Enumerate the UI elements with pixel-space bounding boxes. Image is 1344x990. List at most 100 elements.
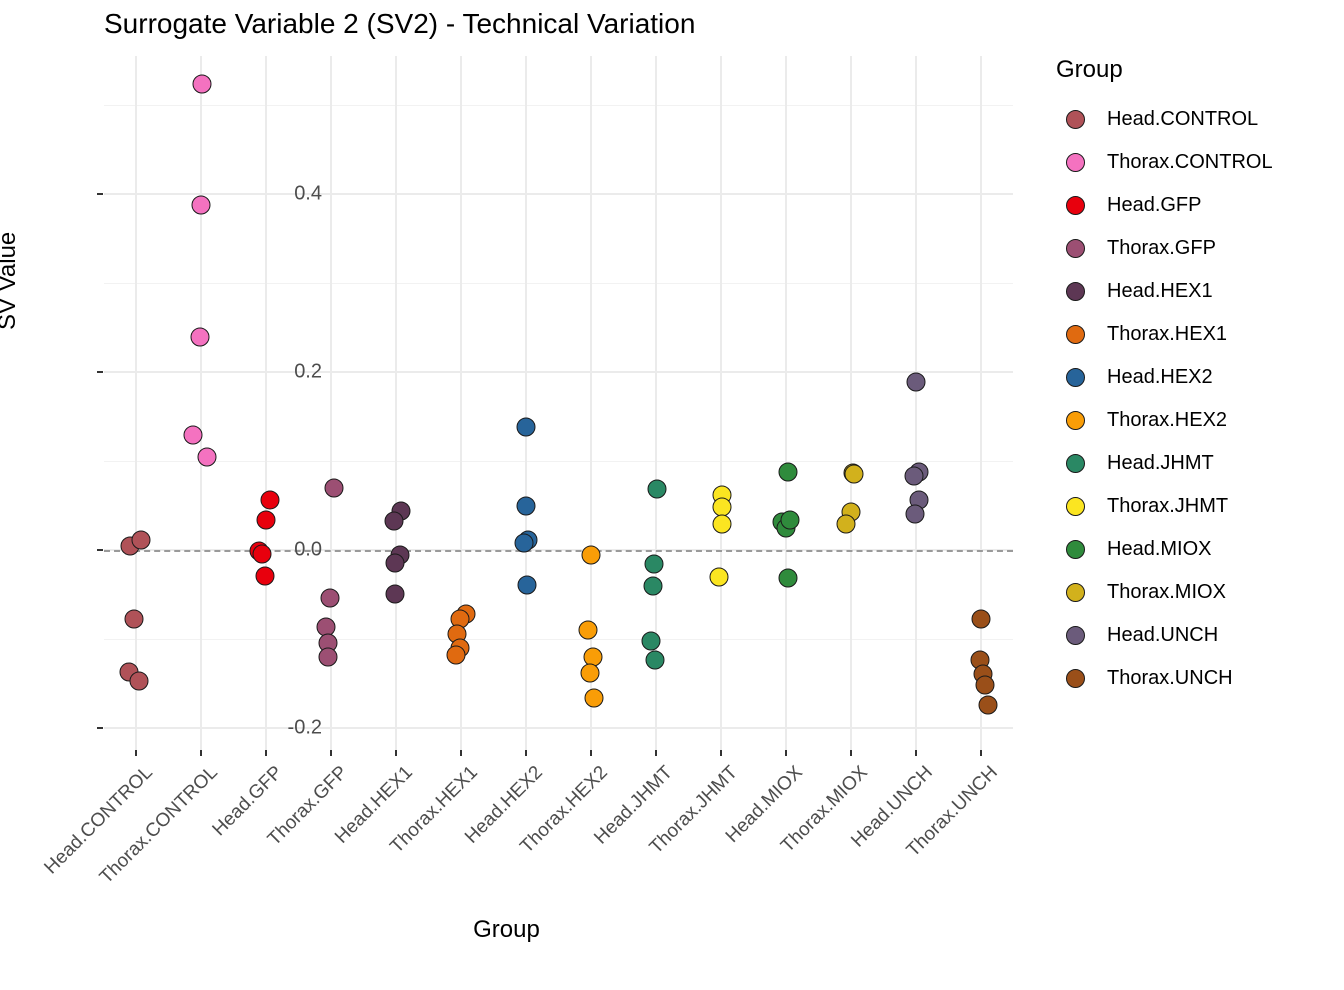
legend-item-label: Thorax.CONTROL (1107, 151, 1273, 173)
legend-key-icon (1066, 626, 1085, 645)
data-point (385, 553, 405, 573)
page-title: Surrogate Variable 2 (SV2) - Technical V… (104, 8, 696, 39)
data-point (844, 464, 864, 484)
y-tick-label: 0.0 (294, 538, 322, 561)
legend-key-icon (1066, 540, 1085, 559)
x-tick-mark (589, 750, 592, 756)
data-point (255, 566, 275, 586)
gridline-major-x (979, 56, 982, 750)
y-tick-mark (97, 726, 103, 729)
data-point (124, 609, 144, 629)
legend-item-label: Head.HEX2 (1107, 366, 1213, 388)
data-point (191, 195, 211, 215)
data-point (836, 514, 856, 534)
data-point (252, 544, 272, 564)
data-point (645, 650, 665, 670)
x-tick-mark (460, 750, 463, 756)
legend-item-label: Head.JHMT (1107, 452, 1214, 474)
x-tick-mark (135, 750, 138, 756)
data-point (446, 645, 466, 665)
legend-item-label: Thorax.GFP (1107, 237, 1216, 259)
data-point (384, 511, 404, 531)
legend-item-thorax-control[interactable]: Thorax.CONTROL (1050, 141, 1340, 184)
x-axis-label: Group (473, 916, 540, 943)
legend-key-icon (1066, 325, 1085, 344)
data-point (578, 620, 598, 640)
data-point (516, 417, 536, 437)
data-point (580, 663, 600, 683)
data-point (712, 514, 732, 534)
chart-root: Surrogate Variable 2 (SV2) - Technical V… (0, 8, 1340, 943)
x-tick-mark (200, 750, 203, 756)
x-tick-mark (719, 750, 722, 756)
x-tick-mark (265, 750, 268, 756)
legend-item-head-control[interactable]: Head.CONTROL (1050, 98, 1340, 141)
legend-key-icon (1066, 368, 1085, 387)
data-point (906, 372, 926, 392)
legend-key-icon (1066, 497, 1085, 516)
y-tick-label: 0.2 (294, 360, 322, 383)
data-point (256, 510, 276, 530)
data-point (644, 554, 664, 574)
legend-item-thorax-miox[interactable]: Thorax.MIOX (1050, 571, 1340, 614)
data-point (709, 567, 729, 587)
data-point (190, 327, 210, 347)
x-tick-mark (914, 750, 917, 756)
legend-item-head-jhmt[interactable]: Head.JHMT (1050, 442, 1340, 485)
data-point (975, 675, 995, 695)
legend-item-head-gfp[interactable]: Head.GFP (1050, 184, 1340, 227)
data-point (647, 479, 667, 499)
y-axis: 0.4 0.2 0.0 -0.2 (97, 182, 322, 739)
legend-item-thorax-unch[interactable]: Thorax.UNCH (1050, 657, 1340, 700)
y-tick-mark (97, 192, 103, 195)
gridline-minor (104, 282, 1013, 284)
x-tick-mark (395, 750, 398, 756)
legend-item-head-hex1[interactable]: Head.HEX1 (1050, 270, 1340, 313)
gridline-minor (104, 460, 1013, 462)
data-point (183, 425, 203, 445)
gridline-major-y (104, 192, 1013, 195)
x-tick-mark (525, 750, 528, 756)
data-point (131, 530, 151, 550)
gridline-major-x (784, 56, 787, 750)
gridline-major-x (589, 56, 592, 750)
y-tick-label: 0.4 (294, 182, 322, 205)
gridline-major-x (135, 56, 138, 750)
legend-item-head-miox[interactable]: Head.MIOX (1050, 528, 1340, 571)
data-point (971, 609, 991, 629)
legend-key-icon (1066, 196, 1085, 215)
data-point (129, 671, 149, 691)
data-point (192, 74, 212, 94)
legend-key-icon (1066, 583, 1085, 602)
legend: Group Head.CONTROL Thorax.CONTROL Head.GFP… (1050, 56, 1340, 700)
data-point (904, 466, 924, 486)
gridline-major-x (265, 56, 268, 750)
data-point (516, 496, 536, 516)
gridline-major-x (654, 56, 657, 750)
legend-items: Head.CONTROL Thorax.CONTROL Head.GFP Thorax… (1050, 98, 1340, 700)
zero-reference-line (104, 549, 1013, 552)
legend-item-thorax-gfp[interactable]: Thorax.GFP (1050, 227, 1340, 270)
data-point (385, 584, 405, 604)
legend-title: Group (1056, 56, 1123, 83)
legend-item-label: Thorax.JHMT (1107, 495, 1229, 517)
legend-item-head-hex2[interactable]: Head.HEX2 (1050, 356, 1340, 399)
data-point (584, 688, 604, 707)
x-tick-mark (784, 750, 787, 756)
data-point (318, 647, 338, 667)
y-axis-label: SV Value (0, 231, 21, 330)
y-tick-mark (97, 370, 103, 373)
legend-item-head-unch[interactable]: Head.UNCH (1050, 614, 1340, 657)
y-tick-label: -0.2 (287, 716, 322, 739)
legend-item-thorax-jhmt[interactable]: Thorax.JHMT (1050, 485, 1340, 528)
legend-key-icon (1066, 282, 1085, 301)
legend-item-thorax-hex1[interactable]: Thorax.HEX1 (1050, 313, 1340, 356)
legend-item-label: Head.MIOX (1107, 538, 1212, 560)
gridline-major-x (395, 56, 398, 750)
data-point (197, 447, 217, 467)
x-tick-mark (654, 750, 657, 756)
data-point (581, 545, 601, 565)
data-point (905, 504, 925, 524)
legend-item-thorax-hex2[interactable]: Thorax.HEX2 (1050, 399, 1340, 442)
x-tick-mark (979, 750, 982, 756)
